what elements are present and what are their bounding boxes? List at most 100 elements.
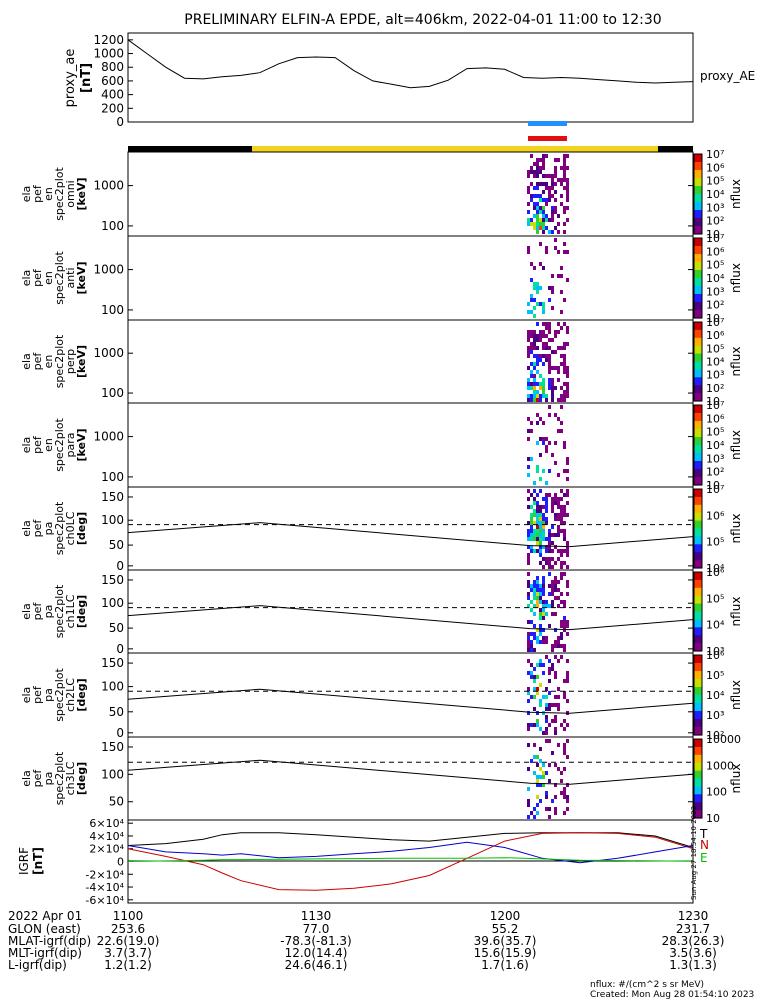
heatmap-cell: [533, 394, 536, 398]
colorbar-cell: [694, 489, 702, 492]
heatmap-cell: [563, 298, 566, 302]
heatmap-cell: [563, 549, 566, 553]
heatmap-cell: [551, 286, 554, 290]
panel-ylabel: spec2plot: [53, 501, 66, 555]
panel-ylabel: spec2plot: [53, 334, 66, 388]
heatmap-cell: [560, 636, 563, 640]
colorbar-cell: [694, 347, 702, 351]
colorbar-cell: [694, 526, 702, 530]
heatmap-cell: [533, 306, 536, 310]
heatmap-cell: [566, 739, 569, 743]
heatmap-cell: [551, 592, 554, 596]
colorbar-cell: [694, 810, 702, 813]
heatmap-cell: [542, 608, 545, 612]
heatmap-cell: [536, 576, 539, 580]
colorbar-cell: [694, 601, 702, 605]
heatmap-cell: [557, 378, 560, 382]
heatmap-cell: [563, 166, 566, 170]
heatmap-cell: [545, 334, 548, 338]
colorbar-tick-label: 10⁴: [706, 272, 725, 285]
igrf-ylabel-2: [nT]: [31, 847, 45, 875]
colorbar-tick-label: 10³: [706, 369, 724, 382]
heatmap-cell: [557, 222, 560, 226]
heatmap-cell: [563, 358, 566, 362]
heatmap-cell: [560, 354, 563, 358]
heatmap-cell: [539, 302, 542, 306]
footer-row-label-mlt: MLT-igrf(dip): [8, 946, 82, 960]
footer-time-tick-1: 1130: [301, 909, 332, 923]
loss-cone-line: [127, 688, 694, 714]
colorbar-cell: [694, 717, 702, 720]
heatmap-cell: [536, 723, 539, 727]
heatmap-cell: [551, 382, 554, 386]
heatmap-cell: [563, 394, 566, 398]
colorbar-cell: [694, 278, 702, 281]
heatmap-cell: [560, 421, 563, 425]
colorbar-cell: [694, 224, 702, 227]
colorbar-cell: [694, 437, 702, 440]
colorbar-cell: [694, 154, 702, 157]
colorbar-cell: [694, 339, 702, 343]
panel-ylabel: pef: [31, 519, 44, 538]
colorbar-cell: [694, 355, 702, 359]
heatmap-cell: [536, 346, 539, 350]
colorbar-cell: [694, 298, 702, 301]
heatmap-cell: [527, 378, 530, 382]
heatmap-cell: [539, 382, 542, 386]
heatmap-cell: [554, 334, 557, 338]
colorbar-cell: [694, 439, 702, 442]
panel-frame: [127, 319, 694, 404]
heatmap-cell: [563, 695, 566, 699]
footer-value: 15.6(15.9): [474, 946, 537, 960]
heatmap-cell: [536, 580, 539, 584]
heatmap-cell: [527, 553, 530, 557]
heatmap-cell: [554, 533, 557, 537]
heatmap-cell: [530, 493, 533, 497]
heatmap-cell: [557, 533, 560, 537]
heatmap-cell: [551, 644, 554, 648]
colorbar-cell: [694, 715, 702, 718]
heatmap-cell: [554, 671, 557, 675]
colorbar-cell: [694, 786, 702, 789]
colorbar-cell: [694, 492, 702, 496]
heatmap-cell: [563, 604, 566, 608]
colorbar-cell: [694, 719, 702, 722]
heatmap-cell: [533, 342, 536, 346]
colorbar-cell: [694, 575, 702, 579]
colorbar-cell: [694, 445, 702, 448]
colorbar-cell: [694, 200, 702, 203]
colorbar-cell: [694, 284, 702, 287]
heatmap-cell: [533, 521, 536, 525]
heatmap-cell: [536, 501, 539, 505]
heatmap-cell: [554, 795, 557, 799]
colorbar-cell: [694, 459, 702, 462]
colorbar-cell: [694, 194, 702, 197]
colorbar-cell: [694, 180, 702, 183]
ytick-label: 1000: [93, 430, 124, 444]
colorbar-cell: [694, 550, 702, 553]
heatmap-cell: [527, 533, 530, 537]
colorbar-cell: [694, 536, 702, 539]
heatmap-cell: [530, 517, 533, 521]
ae-ytick-label: 800: [101, 60, 124, 74]
heatmap-cell: [530, 759, 533, 763]
colorbar-cell: [694, 294, 702, 297]
heatmap-cell: [539, 242, 542, 246]
heatmap-cell: [545, 687, 548, 691]
heatmap-cell: [551, 588, 554, 592]
heatmap-cell: [542, 330, 545, 334]
colorbar-label: nflux: [729, 430, 743, 460]
heatmap-cell: [539, 334, 542, 338]
heatmap-cell: [566, 783, 569, 787]
heatmap-cell: [533, 282, 536, 286]
ytick-label: 150: [101, 573, 124, 587]
heatmap-cell: [551, 501, 554, 505]
heatmap-cell: [539, 663, 542, 667]
ytick-label: 50: [109, 795, 124, 809]
colorbar-cell: [694, 306, 702, 309]
panel-ylabel: pa: [42, 688, 55, 702]
heatmap-cell: [542, 640, 545, 644]
colorbar-cell: [694, 465, 702, 468]
heatmap-cell: [554, 612, 557, 616]
